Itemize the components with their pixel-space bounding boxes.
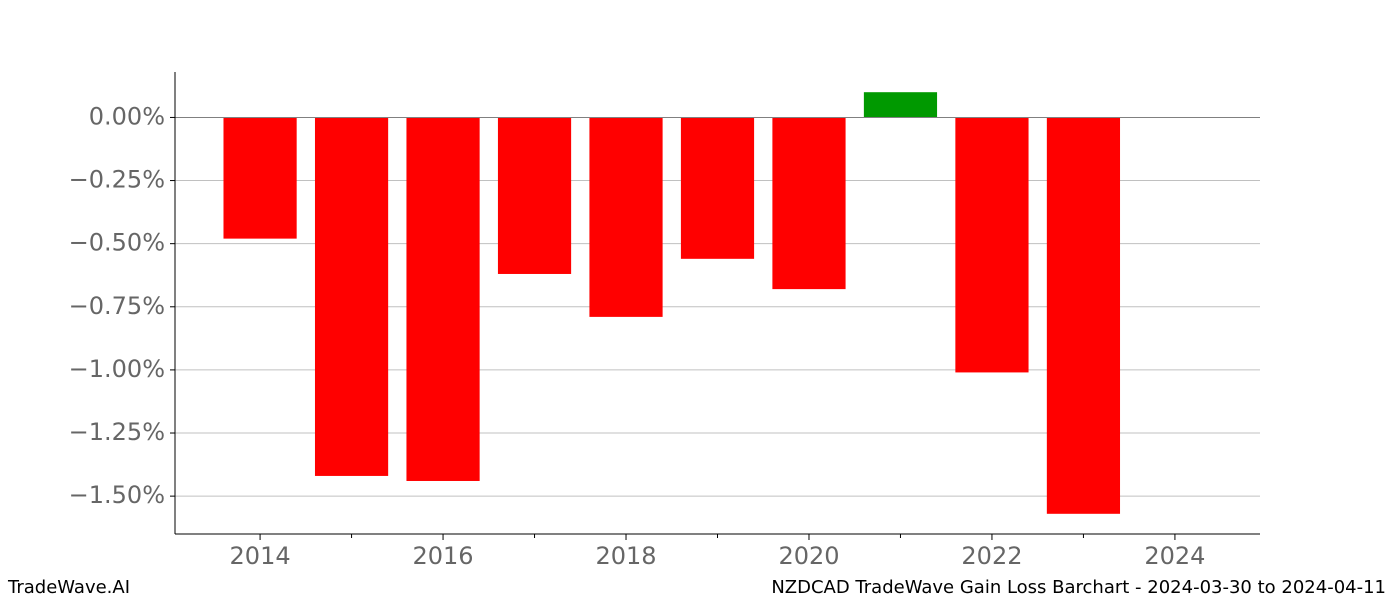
bar xyxy=(680,117,755,259)
bar xyxy=(955,117,1029,373)
x-tick-label: 2016 xyxy=(413,542,474,570)
bar xyxy=(406,117,480,481)
y-tick-label: −0.75% xyxy=(69,292,165,320)
x-tick-label: 2024 xyxy=(1144,542,1205,570)
y-tick-label: −1.50% xyxy=(69,481,165,509)
chart-title: NZDCAD TradeWave Gain Loss Barchart - 20… xyxy=(771,577,1386,598)
y-tick-label: 0.00% xyxy=(89,102,165,130)
bar xyxy=(223,117,297,239)
bar xyxy=(497,117,572,274)
x-tick-label: 2018 xyxy=(595,542,656,570)
bar xyxy=(1046,117,1121,514)
bar xyxy=(589,117,663,317)
x-tick-label: 2014 xyxy=(230,542,291,570)
y-tick-label: −1.25% xyxy=(69,418,165,446)
y-tick-label: −0.25% xyxy=(69,166,165,194)
y-tick-label: −0.50% xyxy=(69,229,165,257)
watermark: TradeWave.AI xyxy=(7,577,130,598)
x-tick-label: 2022 xyxy=(961,542,1022,570)
x-tick-label: 2020 xyxy=(778,542,839,570)
bar xyxy=(863,92,938,118)
bar xyxy=(772,117,846,290)
y-tick-label: −1.00% xyxy=(69,355,165,383)
bar xyxy=(314,117,389,476)
